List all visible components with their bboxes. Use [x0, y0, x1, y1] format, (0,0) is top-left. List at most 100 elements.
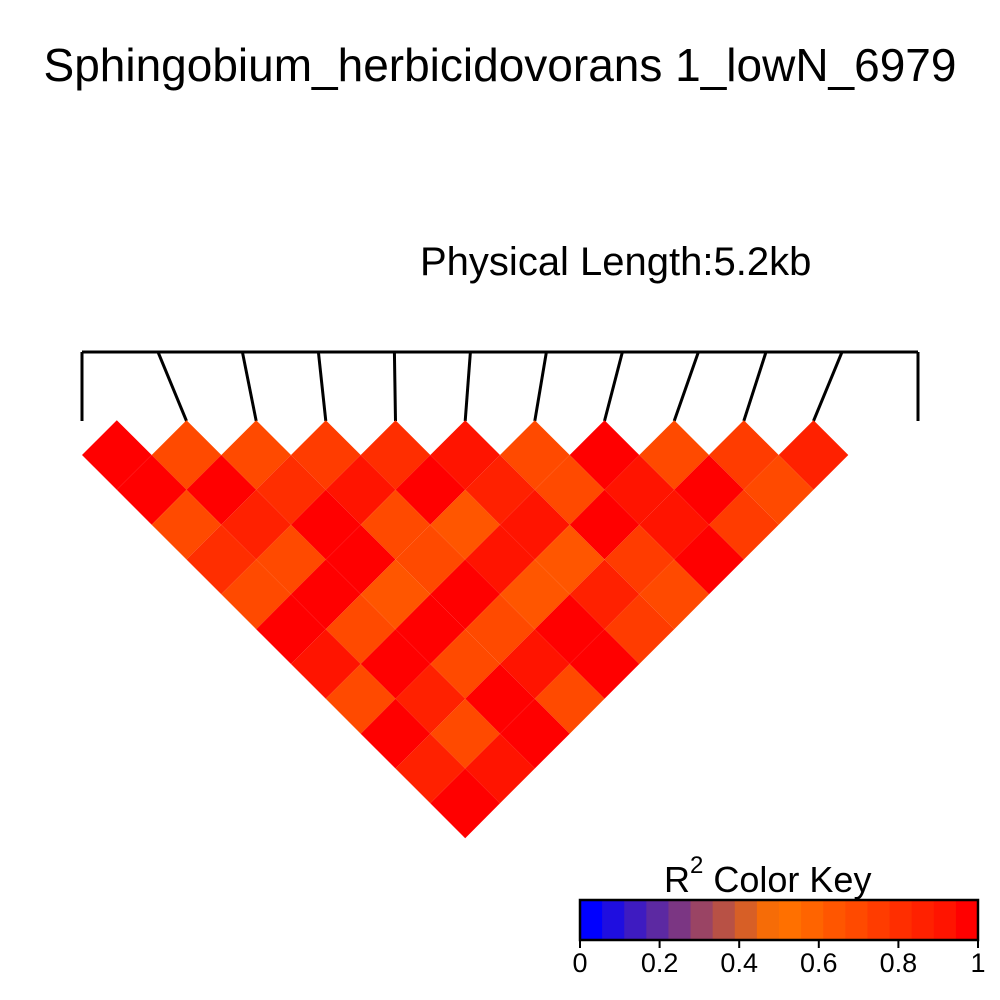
marker-line	[742, 351, 768, 422]
marker-line	[463, 351, 472, 422]
color-key-swatch	[690, 900, 714, 940]
ld-cell	[256, 594, 326, 664]
ld-cell	[500, 629, 570, 699]
marker-line	[672, 351, 700, 422]
color-key-swatch	[955, 900, 979, 940]
ld-cell	[465, 664, 535, 734]
ld-cell	[360, 559, 431, 630]
ld-cell	[395, 524, 466, 595]
physical-length-label: Physical Length:5.2kb	[420, 240, 812, 284]
color-key-swatch	[734, 900, 758, 940]
ld-cell	[500, 489, 570, 560]
ld-cell	[291, 559, 361, 630]
color-key-swatch	[801, 900, 824, 940]
color-key-title-r: R	[664, 859, 690, 900]
color-key-swatch	[889, 900, 913, 940]
ld-cell	[325, 455, 396, 525]
ld-cell	[569, 559, 640, 630]
ld-cell	[465, 524, 535, 595]
ld-cell	[256, 455, 326, 525]
color-key-swatch	[602, 900, 625, 940]
ld-cell	[500, 698, 570, 769]
ld-cell	[430, 629, 500, 699]
chart-title: Sphingobium_herbicidovorans 1_lowN_6979	[43, 39, 957, 91]
ld-cell	[569, 420, 640, 490]
color-key-tick-label: 0.4	[720, 948, 758, 978]
ld-cell	[430, 768, 500, 839]
ld-cell	[151, 420, 222, 490]
color-key-swatch	[712, 900, 736, 940]
ld-cell	[430, 420, 500, 490]
ld-cell	[778, 420, 849, 490]
ld-cell	[639, 489, 709, 560]
ld-cell	[360, 698, 431, 769]
ld-cell	[604, 524, 675, 595]
color-key-swatch	[779, 900, 802, 940]
ld-cell	[639, 559, 709, 630]
ld-cell	[395, 733, 466, 804]
ld-cell	[604, 455, 675, 525]
ld-cell	[604, 594, 675, 664]
ld-cell	[395, 455, 466, 525]
ld-cell	[674, 455, 744, 525]
ld-cell	[709, 489, 779, 560]
marker-line	[240, 351, 258, 422]
ld-cell	[465, 594, 535, 664]
color-key-tick-label: 1	[970, 948, 985, 978]
ld-cell	[639, 420, 709, 490]
marker-line	[156, 351, 188, 422]
ld-cell	[709, 420, 779, 490]
marker-position-lines	[80, 350, 920, 422]
ld-cell	[360, 489, 431, 560]
color-key-swatch	[933, 900, 957, 940]
color-key-tick-label: 0.2	[641, 948, 679, 978]
ld-cell	[430, 489, 500, 560]
ld-cells	[82, 420, 849, 839]
color-key-border	[578, 898, 980, 942]
ld-cell	[291, 629, 361, 699]
ld-cell	[221, 420, 291, 490]
ld-cell	[325, 664, 396, 734]
color-key-swatch	[867, 900, 891, 940]
color-key-title-text: Color Key	[713, 859, 872, 900]
ld-cell	[500, 420, 570, 490]
color-key-swatch	[911, 900, 935, 940]
ld-cell	[221, 559, 291, 630]
ld-cell	[186, 524, 257, 595]
color-key-swatch	[580, 900, 603, 940]
ld-cell	[430, 698, 500, 769]
ld-cell	[534, 455, 605, 525]
marker-line	[392, 351, 397, 422]
color-key-swatch	[668, 900, 692, 940]
ld-cell	[500, 559, 570, 630]
ld-cell	[674, 524, 744, 595]
color-key: 0 0.2 0.4 0.6 0.8 1	[572, 898, 986, 978]
ld-cell	[430, 559, 500, 630]
ld-cell	[569, 629, 640, 699]
marker-line	[533, 351, 548, 422]
marker-line	[603, 351, 624, 422]
color-key-swatch	[756, 900, 780, 940]
color-key-swatch	[624, 900, 647, 940]
ld-cell	[360, 629, 431, 699]
ld-cell	[151, 489, 222, 560]
ld-cell	[82, 420, 152, 490]
ld-cell	[291, 489, 361, 560]
ld-cell	[465, 455, 535, 525]
ld-cell	[325, 594, 396, 664]
ld-cell	[186, 455, 257, 525]
color-key-title: R2 Color Key	[664, 852, 872, 901]
ld-cell	[395, 664, 466, 734]
color-key-swatch	[646, 900, 670, 940]
ld-cell	[116, 455, 187, 525]
ld-cell	[465, 733, 535, 804]
ld-cell	[743, 455, 814, 525]
ld-cell	[221, 489, 291, 560]
ld-cell	[256, 524, 326, 595]
color-key-tick-label: 0.6	[800, 948, 838, 978]
marker-line	[812, 351, 844, 422]
ld-cell	[291, 420, 361, 490]
color-key-swatch	[823, 900, 846, 940]
color-key-tick-label: 0.8	[880, 948, 918, 978]
